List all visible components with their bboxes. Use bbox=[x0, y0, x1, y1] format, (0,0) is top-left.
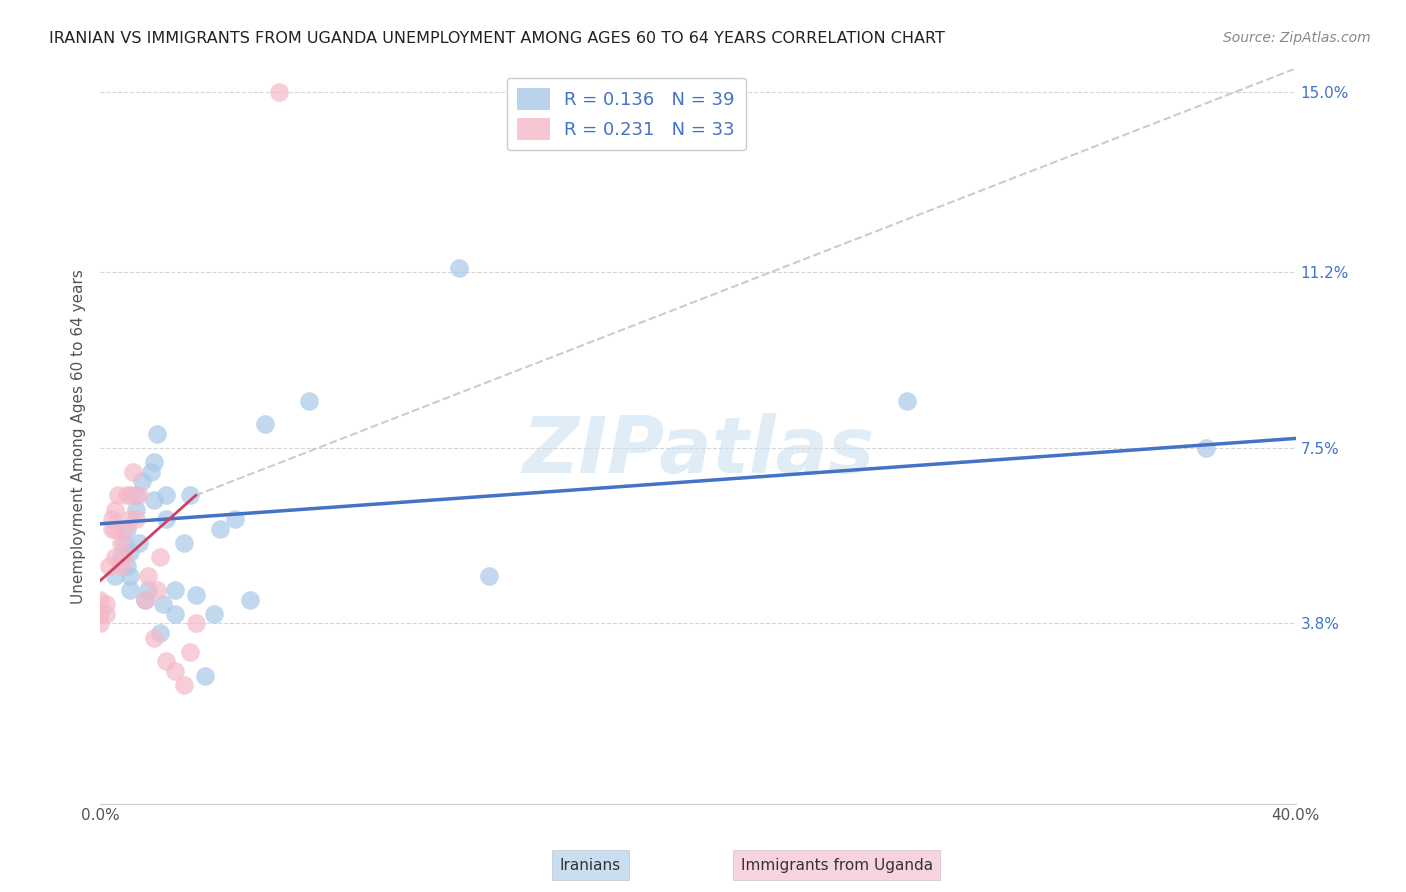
Point bbox=[104, 502, 127, 516]
Point bbox=[104, 569, 127, 583]
Point bbox=[115, 488, 138, 502]
Point bbox=[194, 668, 217, 682]
Point bbox=[896, 393, 918, 408]
Point bbox=[94, 598, 117, 612]
Legend: R = 0.136   N = 39, R = 0.231   N = 33: R = 0.136 N = 39, R = 0.231 N = 33 bbox=[506, 78, 745, 151]
Point bbox=[89, 592, 111, 607]
Point bbox=[202, 607, 225, 621]
Point bbox=[152, 598, 174, 612]
Text: ZIPatlas: ZIPatlas bbox=[522, 413, 875, 489]
Point bbox=[224, 512, 246, 526]
Point bbox=[134, 592, 156, 607]
Point bbox=[155, 488, 177, 502]
Point bbox=[142, 631, 165, 645]
Point bbox=[134, 592, 156, 607]
Point bbox=[184, 588, 207, 602]
Point bbox=[136, 569, 159, 583]
Point bbox=[112, 522, 135, 536]
Point bbox=[238, 592, 260, 607]
Point bbox=[101, 522, 124, 536]
Point bbox=[142, 493, 165, 508]
Point bbox=[118, 488, 141, 502]
Point bbox=[155, 654, 177, 668]
Point bbox=[118, 512, 141, 526]
Point bbox=[163, 607, 186, 621]
Text: Source: ZipAtlas.com: Source: ZipAtlas.com bbox=[1223, 31, 1371, 45]
Point bbox=[104, 522, 127, 536]
Point bbox=[447, 260, 470, 275]
Point bbox=[110, 535, 132, 549]
Point bbox=[128, 535, 150, 549]
Point bbox=[112, 535, 135, 549]
Point bbox=[298, 393, 321, 408]
Point bbox=[149, 626, 172, 640]
Point bbox=[125, 512, 148, 526]
Point bbox=[110, 549, 132, 564]
Point bbox=[163, 583, 186, 598]
Point bbox=[269, 85, 291, 99]
Point bbox=[179, 645, 201, 659]
Point bbox=[1195, 441, 1218, 455]
Point bbox=[208, 522, 231, 536]
Text: IRANIAN VS IMMIGRANTS FROM UGANDA UNEMPLOYMENT AMONG AGES 60 TO 64 YEARS CORRELA: IRANIAN VS IMMIGRANTS FROM UGANDA UNEMPL… bbox=[49, 31, 945, 46]
Point bbox=[131, 474, 153, 488]
Point bbox=[163, 664, 186, 678]
Point bbox=[104, 549, 127, 564]
Point bbox=[94, 607, 117, 621]
Point bbox=[107, 488, 129, 502]
Point bbox=[179, 488, 201, 502]
Text: Immigrants from Uganda: Immigrants from Uganda bbox=[741, 858, 932, 872]
Point bbox=[142, 455, 165, 469]
Point bbox=[128, 488, 150, 502]
Point bbox=[139, 465, 162, 479]
Point bbox=[184, 616, 207, 631]
Point bbox=[118, 569, 141, 583]
Point bbox=[118, 545, 141, 559]
Point bbox=[253, 417, 276, 432]
Point bbox=[149, 549, 172, 564]
Point bbox=[101, 512, 124, 526]
Point bbox=[98, 559, 121, 574]
Point bbox=[125, 502, 148, 516]
Point bbox=[478, 569, 501, 583]
Point bbox=[146, 426, 169, 441]
Point bbox=[155, 512, 177, 526]
Point bbox=[89, 607, 111, 621]
Point bbox=[115, 522, 138, 536]
Point bbox=[508, 133, 530, 147]
Point bbox=[173, 535, 195, 549]
Point bbox=[112, 549, 135, 564]
Point bbox=[136, 583, 159, 598]
Point bbox=[115, 559, 138, 574]
Point bbox=[118, 583, 141, 598]
Point bbox=[89, 616, 111, 631]
Point bbox=[110, 559, 132, 574]
Point bbox=[125, 488, 148, 502]
Y-axis label: Unemployment Among Ages 60 to 64 years: Unemployment Among Ages 60 to 64 years bbox=[72, 268, 86, 604]
Point bbox=[146, 583, 169, 598]
Point bbox=[122, 465, 145, 479]
Point bbox=[173, 678, 195, 692]
Text: Iranians: Iranians bbox=[560, 858, 621, 872]
